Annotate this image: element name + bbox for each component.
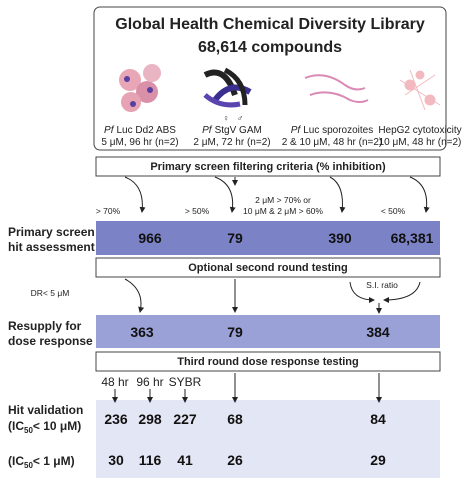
criterion: > 50% [185,206,210,216]
step-label: Third round dose response testing [177,356,359,368]
arrow [124,176,146,213]
icon-rbc [119,64,161,112]
step-label: Optional second round testing [188,262,348,274]
assay-detail: 5 μM, 96 hr (n=2) [101,137,178,148]
icon-sporozoites [304,74,369,103]
count: 390 [328,230,352,246]
assay-label: StgV GAM [215,125,262,136]
male-symbol: ♂ [237,113,243,123]
row-label: (IC50< 10 μM) [8,419,81,435]
count: 966 [138,230,162,246]
assay-name: Pf Luc Dd2 ABS [104,125,176,136]
criterion: 2 μM > 70% or [255,195,311,205]
band [96,221,440,255]
ic-sub: 50 [24,426,33,435]
ic-prefix: (IC [8,454,24,468]
step-box [95,257,441,278]
count: 227 [173,411,197,427]
condition: SYBR [169,375,202,389]
row-label: Resupply for [8,319,82,333]
criterion: > 70% [96,206,121,216]
icon-hepg2 [399,69,441,111]
condition: 48 hr [101,375,128,389]
count: 30 [108,452,124,468]
count: 384 [366,324,390,340]
arrow [124,278,145,313]
row-label: dose response [8,334,93,348]
arrow [349,281,375,303]
row-label: (IC50< 1 μM) [8,454,75,470]
criterion: 10 μM & 2 μM > 60% [243,206,323,216]
library-box [93,6,447,151]
count: 68 [227,411,243,427]
step-box [95,156,441,177]
subtitle: 68,614 compounds [198,39,342,56]
row-label: Hit validation [8,403,83,417]
count: 298 [138,411,162,427]
count: 363 [130,324,154,340]
annotation: S.I. ratio [366,280,398,290]
ic-suffix: < 10 μM) [33,419,81,433]
arrow [409,176,430,213]
row-label: Primary screen [8,225,95,239]
count: 116 [139,452,162,468]
arrow [214,176,236,213]
row-label: hit assessment [8,240,95,254]
assay-detail: 10 μM, 48 hr (n=2) [379,137,462,148]
assay-label: Luc sporozoites [303,125,373,136]
assay-species: Pf [104,125,115,136]
assay-name: Pf StgV GAM [202,125,262,136]
annotation: DR< 5 μM [31,288,70,298]
count: 41 [177,452,193,468]
ic-prefix: (IC [8,419,24,433]
count: 29 [370,452,386,468]
assay-detail: 2 & 10 μM, 48 hr (n=2) [282,137,383,148]
assay-detail: 2 μM, 72 hr (n=2) [193,137,270,148]
count: 79 [227,230,243,246]
assay-name: HepG2 cytotoxicity [378,125,461,136]
assay-label: Luc Dd2 ABS [116,125,176,136]
band [96,400,440,478]
step-label: Primary screen filtering criteria (% inh… [150,161,386,173]
condition: 96 hr [136,375,163,389]
band [96,315,440,348]
criterion: < 50% [381,206,406,216]
count: 79 [227,324,243,340]
icon-gametocytes [203,67,252,108]
step-box [95,351,441,372]
assay-species: Pf [202,125,213,136]
count: 84 [370,411,386,427]
arrow [383,281,421,303]
count: 26 [227,452,243,468]
ic-sub: 50 [24,461,33,470]
count: 236 [104,411,128,427]
arrow [329,176,346,213]
count: 68,381 [391,230,434,246]
assay-species: Pf [291,125,302,136]
title: Global Health Chemical Diversity Library [115,16,425,33]
assay-name: Pf Luc sporozoites [291,125,374,136]
female-symbol: ♀ [223,113,229,123]
ic-suffix: < 1 μM) [33,454,75,468]
